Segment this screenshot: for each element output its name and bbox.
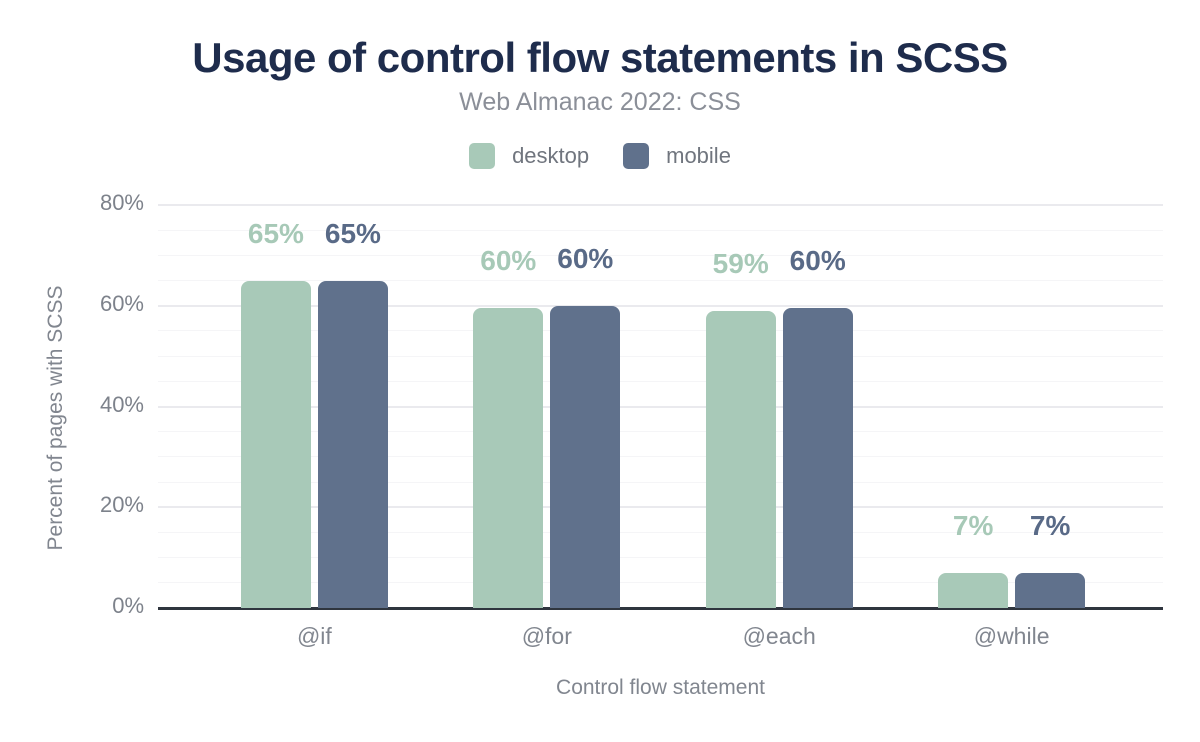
x-axis-title: Control flow statement [556,676,765,699]
y-tick-label-40: 40% [99,391,144,417]
legend: desktop mobile [0,143,1200,169]
gridline-65 [158,280,1163,282]
bar-group-while: 7% 7% @while [895,205,1127,649]
bar-desktop-if: 65% [240,219,311,608]
gridline-70 [158,254,1163,256]
bar-value-label-mobile-each: 60% [789,245,846,277]
x-tick-label-each: @each [742,623,816,649]
bars-row: 7% 7% [895,511,1127,608]
y-tick-label-80: 80% [99,190,144,215]
y-tick-label-0: 0% [112,593,144,618]
gridline-75 [158,229,1163,231]
bar-value-label-mobile-for: 60% [557,242,614,274]
bar-value-label-desktop-each: 59% [712,247,769,279]
bars-row: 60% 60% [431,244,663,608]
gridline-5 [158,582,1163,584]
gridline-15 [158,531,1163,533]
legend-label-desktop: desktop [512,143,590,168]
legend-swatch-mobile [623,143,650,169]
gridline-50 [158,355,1163,357]
x-tick-label-for: @for [521,623,572,649]
bar-value-label-desktop-if: 65% [247,217,304,249]
bar-mobile-each: 60% [782,247,853,608]
bar-group-if: 65% 65% @if [198,205,430,649]
bars-band: 65% 65% @if 60% 60% @for 59% 60% @each 7% 7% @while [158,205,1163,649]
x-axis-line [158,607,1163,610]
legend-swatch-desktop [469,143,496,169]
bar-value-label-mobile-if: 65% [324,217,381,249]
legend-item-desktop[interactable]: desktop [469,143,589,169]
bars-row: 65% 65% [198,219,430,608]
bar-desktop-while: 7% [938,511,1009,608]
bar-value-label-desktop-while: 7% [952,509,994,541]
x-tick-label-while: @while [973,623,1050,649]
bar-value-label-mobile-while: 7% [1029,509,1071,541]
bar-group-each: 59% 60% @each [663,205,895,649]
bar-mobile-if: 65% [317,219,388,608]
gridline-80 [158,204,1163,206]
gridline-40 [158,405,1163,408]
gridline-25 [158,481,1163,483]
bar-mobile-while: 7% [1015,511,1086,608]
gridline-45 [158,380,1163,382]
bar-group-for: 60% 60% @for [431,205,663,649]
bar-desktop-each: 59% [705,249,776,608]
gridline-60 [158,304,1163,307]
gridline-55 [158,330,1163,332]
bar-mobile-for: 60% [550,244,621,608]
bar-desktop-for: 60% [473,247,544,608]
legend-item-mobile[interactable]: mobile [623,143,731,169]
plot-area: 65% 65% @if 60% 60% @for 59% 60% @each 7% 7% @while… [100,190,1163,649]
x-tick-label-if: @if [296,623,332,649]
bar-value-label-desktop-for: 60% [480,245,537,277]
legend-label-mobile: mobile [666,143,731,168]
y-tick-label-20: 20% [99,492,144,518]
gridline-35 [158,431,1163,433]
chart-title: Usage of control flow statements in SCSS [192,34,1008,81]
gridline-30 [158,456,1163,458]
y-tick-label-60: 60% [99,290,144,316]
gridline-10 [158,557,1163,559]
gridline-20 [158,506,1163,509]
chart-subtitle: Web Almanac 2022: CSS [459,88,741,116]
bars-row: 59% 60% [663,247,895,608]
